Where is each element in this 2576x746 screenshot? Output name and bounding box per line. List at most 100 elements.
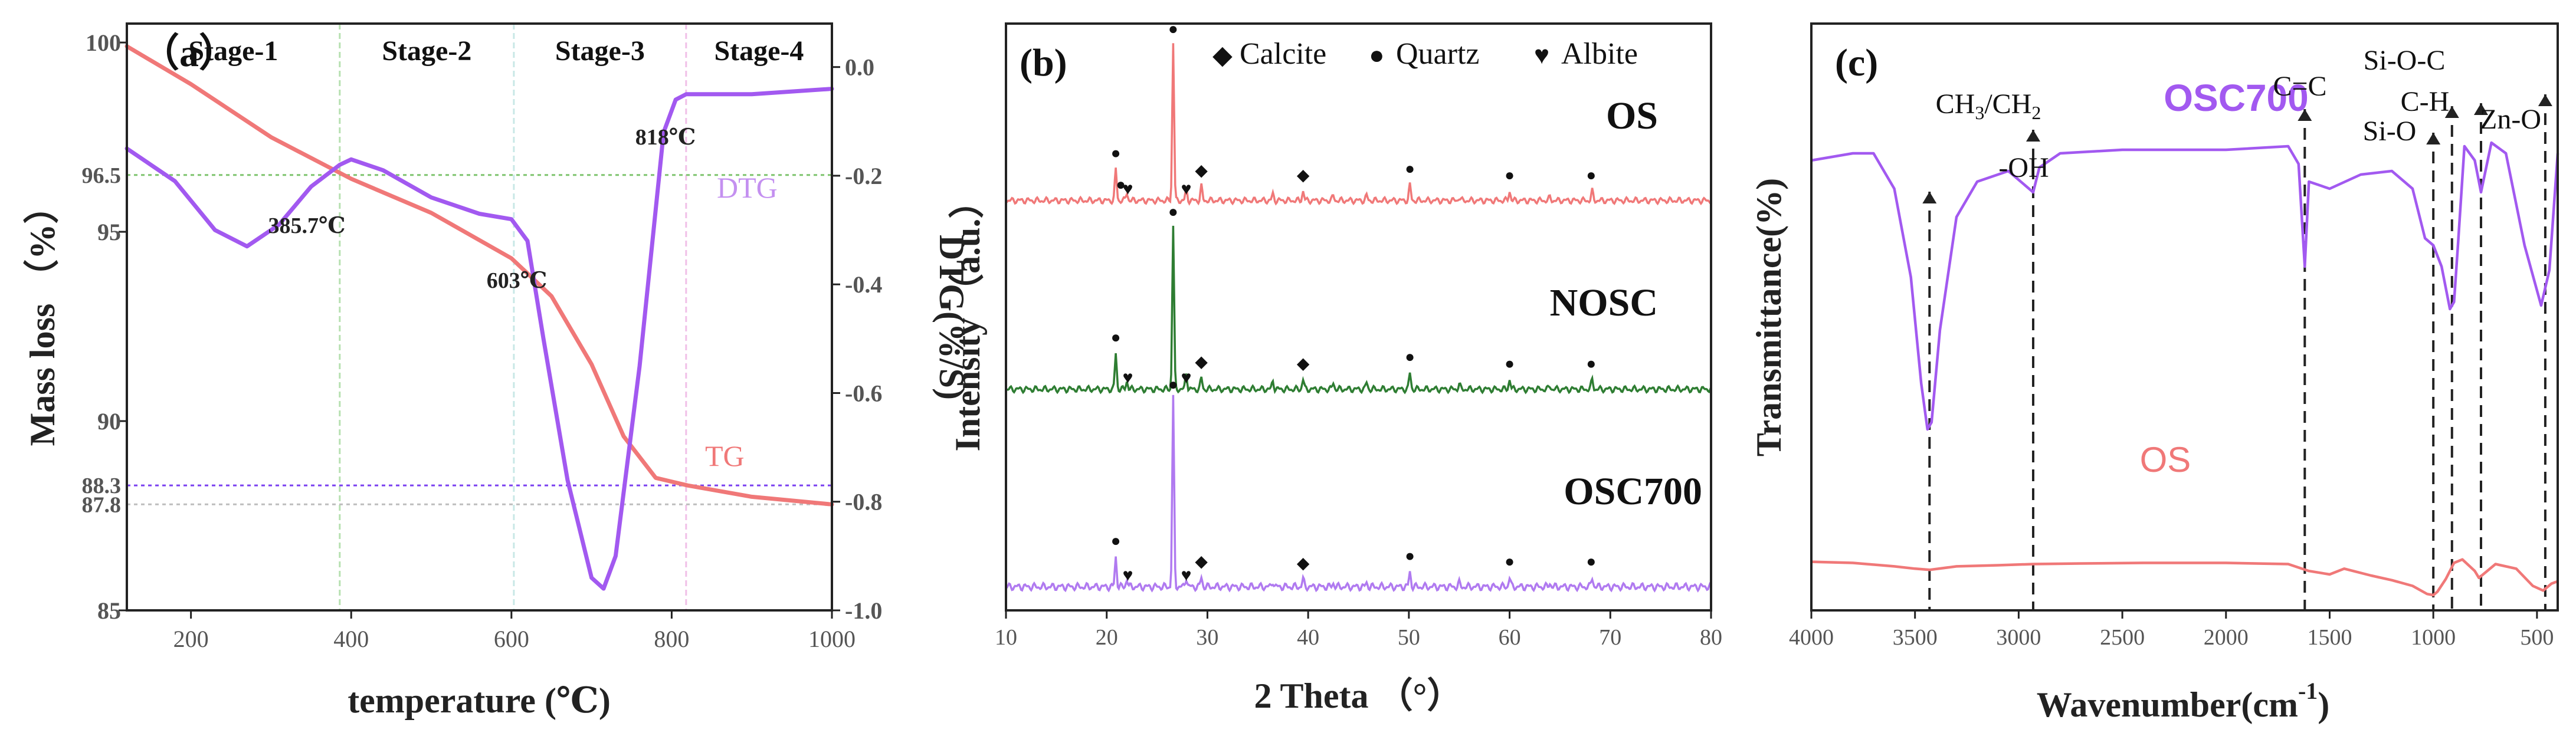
phase-marker: ♥ [1181,566,1192,585]
panel-c-frame [1810,22,2559,612]
panel-c-series: OSC700 OS [1811,77,2559,597]
phase-marker: ● [1116,176,1126,194]
band-label-c-c: C=C [2273,71,2326,102]
phase-marker: ● [1586,553,1596,571]
reference-value-87-8: 87.8 [82,492,122,517]
panel-a-y2label: DTG(%/S) [932,235,971,400]
band-label-c-h: C-H [2401,86,2450,117]
y-tick-label: 85 [97,597,121,624]
x-tick-label: 1000 [2411,625,2456,650]
legend-label-albite: Albite [1561,37,1638,71]
series-label-osc700: OSC700 [2164,77,2308,119]
x-tick-label: 40 [1297,625,1319,650]
phase-marker: ● [1168,203,1178,221]
panel-a-tg-dtg: 96.5 88.387.8 Stage-1 Stage-2 Stage-3 Stage-… [22,22,971,720]
panel-a-stage-labels: Stage-1 Stage-2 Stage-3 Stage-4 [188,35,804,67]
panel-c-xlabel: Wavenumber(cm-1) [2037,678,2330,724]
panel-c-label: (c) [1835,41,1878,84]
band-label-ch3-ch2: CH3/CH2 [1936,88,2041,123]
y2-tick-label: -0.4 [845,271,882,298]
x-tick-label: 200 [173,626,209,652]
sample-label-osc700: OSC700 [1564,470,1702,513]
x-tick-label: 1000 [808,626,856,652]
panel-a-xlabel: temperature (℃) [348,681,611,720]
panel-c-ftir: OSC700 OS 4000 3500 3000 2500 2000 1500 1000 500… [1749,22,2559,724]
temperature-annotation: 818℃ [635,125,696,150]
x-tick-label: 2500 [2100,625,2145,650]
series-line-os [1811,558,2558,597]
legend-symbol-quartz: ● [1369,41,1385,70]
panel-a-ticks: 200 400 600 800 1000 85 90 95 100 0.0 -0.2 -0.4 -0.6… [86,29,882,652]
band-label-part: 3 [1975,102,1984,123]
panel-a-annotations: 385.7℃ 603℃ 818℃ [268,125,696,293]
phase-marker: ● [1111,328,1121,347]
phase-marker: ● [1586,166,1596,185]
sample-label-os: OS [1606,94,1658,137]
phase-marker: ● [1505,166,1515,185]
panel-a-label: （a） [140,31,238,75]
band-arrowhead [2298,109,2312,121]
x-tick-label: 800 [654,626,689,652]
reference-value-96-5: 96.5 [82,163,122,188]
x-tick-label: 70 [1599,625,1621,650]
reference-value-88-3: 88.3 [82,474,122,498]
band-label-zn-o: Zn-O [2480,104,2541,135]
band-label-part: 2 [2031,102,2041,123]
x-tick-label: 50 [1398,625,1420,650]
band-arrowhead [2026,130,2040,142]
phase-marker: ♥ [1123,566,1133,585]
panel-b-ylabel: Intensity （a.u.） [948,183,987,451]
x-tick-label: 400 [333,626,369,652]
legend-symbol-albite: ♥ [1534,41,1549,70]
panel-c-band-labels: -OH CH3/CH2 C=C Si-O Si-O-C C-H Zn-O [1936,45,2541,183]
y2-tick-label: -0.6 [845,380,882,406]
band-arrowhead [2538,94,2552,106]
band-label-si-o: Si-O [2363,116,2417,147]
x-tick-label: 60 [1499,625,1521,650]
phase-marker: ● [1405,348,1415,366]
series-line-osc700 [1811,141,2559,431]
panel-a-frame [126,22,833,612]
phase-marker: ● [1111,532,1121,550]
phase-marker: ♥ [1123,179,1133,199]
panel-c-xlabel-main: Wavenumber(cm [2037,685,2298,724]
series-label-os: OS [2140,440,2191,479]
temperature-annotation: 385.7℃ [268,213,345,238]
band-arrowhead [2426,133,2441,144]
temperature-annotation: 603℃ [487,268,548,293]
x-tick-label: 20 [1096,625,1118,650]
x-tick-label: 4000 [1789,625,1834,650]
stage-label: Stage-4 [714,35,804,67]
phase-marker: ● [1111,144,1121,162]
phase-marker: ◆ [1297,166,1310,185]
legend-symbol-calcite: ◆ [1212,41,1233,70]
band-arrowhead [2473,103,2488,115]
phase-marker: ◆ [1195,353,1208,372]
x-tick-label: 30 [1196,625,1218,650]
phase-marker: ♥ [1123,368,1133,387]
band-label-part: CH [1936,88,1975,120]
series-line-osc700 [1005,395,1712,593]
phase-marker: ● [1405,160,1415,178]
band-label-si-o-c: Si-O-C [2364,45,2446,76]
legend-label-tg: TG [705,439,745,472]
panel-c-xlabel-close: ) [2318,685,2329,724]
band-label-oh: -OH [1998,152,2049,183]
phase-marker: ◆ [1195,553,1208,571]
series-line-os [1005,43,1712,206]
series-line-tg [124,44,834,507]
x-tick-label: 10 [995,625,1017,650]
panel-c-ylabel: Transmittance(%) [1749,178,1788,456]
panel-a-ylabel: Mass loss （%） [22,189,62,446]
sample-label-nosc: NOSC [1550,281,1658,324]
phase-marker: ● [1505,553,1515,571]
panel-c-xlabel-sup: -1 [2298,678,2318,704]
stage-label: Stage-2 [382,35,471,67]
x-tick-label: 3500 [1893,625,1938,650]
band-arrowhead [2444,106,2459,118]
panel-b-frame [1005,22,1712,612]
panel-b-series: ●●♥●♥◆ ◆ ● ● ●OS●♥●♥◆ ◆ ● ● ●NOSC●♥●♥◆ ◆ ● ● ●OSC700 [1005,20,1712,593]
x-tick-label: 600 [494,626,529,652]
legend-label-quartz: Quartz [1396,37,1479,71]
